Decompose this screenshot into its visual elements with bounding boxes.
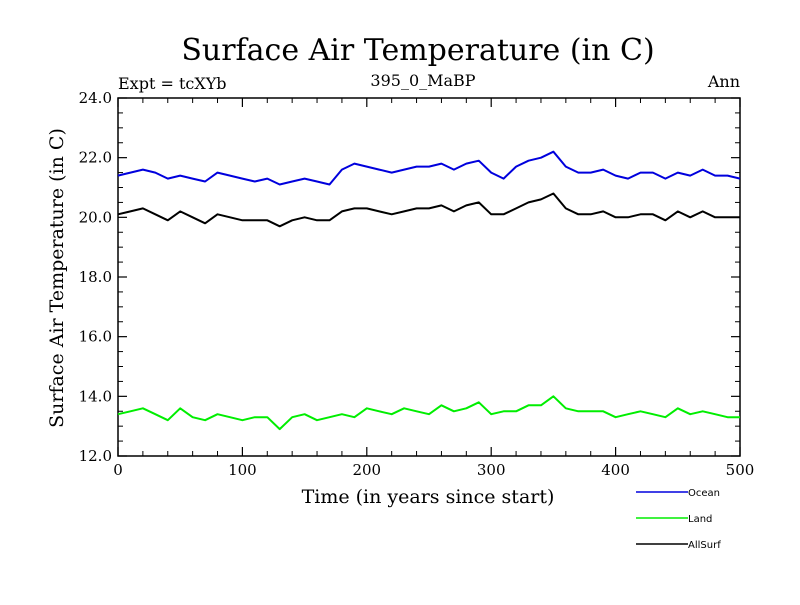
chart-title: Surface Air Temperature (in C) — [181, 33, 654, 68]
y-tick-label: 20.0 — [79, 208, 112, 226]
y-tick-label: 22.0 — [79, 149, 112, 167]
y-tick-label: 24.0 — [79, 89, 112, 107]
x-tick-label: 500 — [726, 461, 755, 479]
chart-right-label: Ann — [707, 72, 740, 91]
y-tick-label: 14.0 — [79, 387, 112, 405]
legend: Ocean Land AllSurf — [636, 488, 721, 551]
series-lines — [117, 150, 741, 431]
axis-ticks: 0 100 200 300 400 500 12.0 14.0 16.0 18.0 20.0 22.0… — [79, 89, 755, 479]
series-line-ocean — [117, 150, 741, 186]
series-line-allsurf — [117, 192, 740, 228]
y-tick-label: 12.0 — [79, 447, 112, 465]
series-line-land — [117, 395, 740, 431]
chart-subtitle: 395_0_MaBP — [370, 71, 475, 90]
x-tick-label: 400 — [601, 461, 630, 479]
y-tick-label: 16.0 — [79, 328, 112, 346]
legend-label-ocean: Ocean — [688, 488, 720, 499]
x-tick-label: 0 — [113, 461, 123, 479]
y-axis-label: Surface Air Temperature (in C) — [46, 128, 68, 428]
x-tick-label: 200 — [352, 461, 381, 479]
legend-label-allsurf: AllSurf — [688, 540, 721, 551]
plot-frame — [117, 97, 741, 457]
chart-left-label: Expt = tcXYb — [118, 74, 227, 93]
x-tick-label: 300 — [477, 461, 506, 479]
x-axis-label: Time (in years since start) — [302, 486, 555, 508]
y-tick-label: 18.0 — [79, 268, 112, 286]
x-tick-label: 100 — [228, 461, 257, 479]
legend-label-land: Land — [688, 514, 712, 525]
